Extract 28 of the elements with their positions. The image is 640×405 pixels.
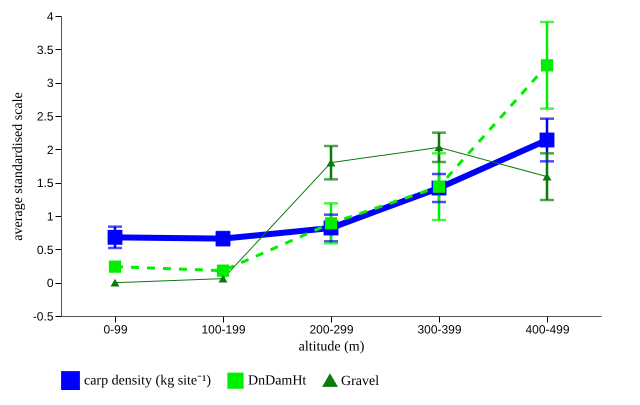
y-tick-label: 1.5 xyxy=(36,176,54,190)
y-tick-label: 2.5 xyxy=(36,110,54,124)
x-tick-label: 400-499 xyxy=(525,322,570,336)
point xyxy=(216,264,230,277)
point xyxy=(108,230,122,245)
point xyxy=(218,274,228,283)
x-tick-label: 300-399 xyxy=(417,322,462,336)
y-tick-label: 0 xyxy=(46,276,54,290)
y-tick-label: 3 xyxy=(46,76,54,90)
x-tick-label: 0-99 xyxy=(103,322,128,336)
point xyxy=(540,132,554,148)
point xyxy=(540,59,554,72)
point xyxy=(108,260,122,273)
y-tick-label: -0.5 xyxy=(32,310,54,324)
x-tick-label: 100-199 xyxy=(201,322,246,336)
y-tick-label: 1 xyxy=(46,210,54,224)
x-tick-label: 200-299 xyxy=(309,322,354,336)
legend-label: DnDamHt xyxy=(248,374,306,389)
y-axis-title: average standardised scale xyxy=(10,92,26,241)
legend-label: Gravel xyxy=(341,374,380,390)
y-tick-label: 0.5 xyxy=(36,242,54,257)
y-tick-label: 2 xyxy=(46,142,54,157)
y-tick-label: 4 xyxy=(46,10,54,24)
point xyxy=(110,278,120,287)
x-axis-title: altitude (m) xyxy=(298,340,365,354)
point xyxy=(324,217,338,230)
y-tick-label: 3.5 xyxy=(36,42,54,57)
legend-label: carp density (kg site⁻¹) xyxy=(84,374,212,389)
